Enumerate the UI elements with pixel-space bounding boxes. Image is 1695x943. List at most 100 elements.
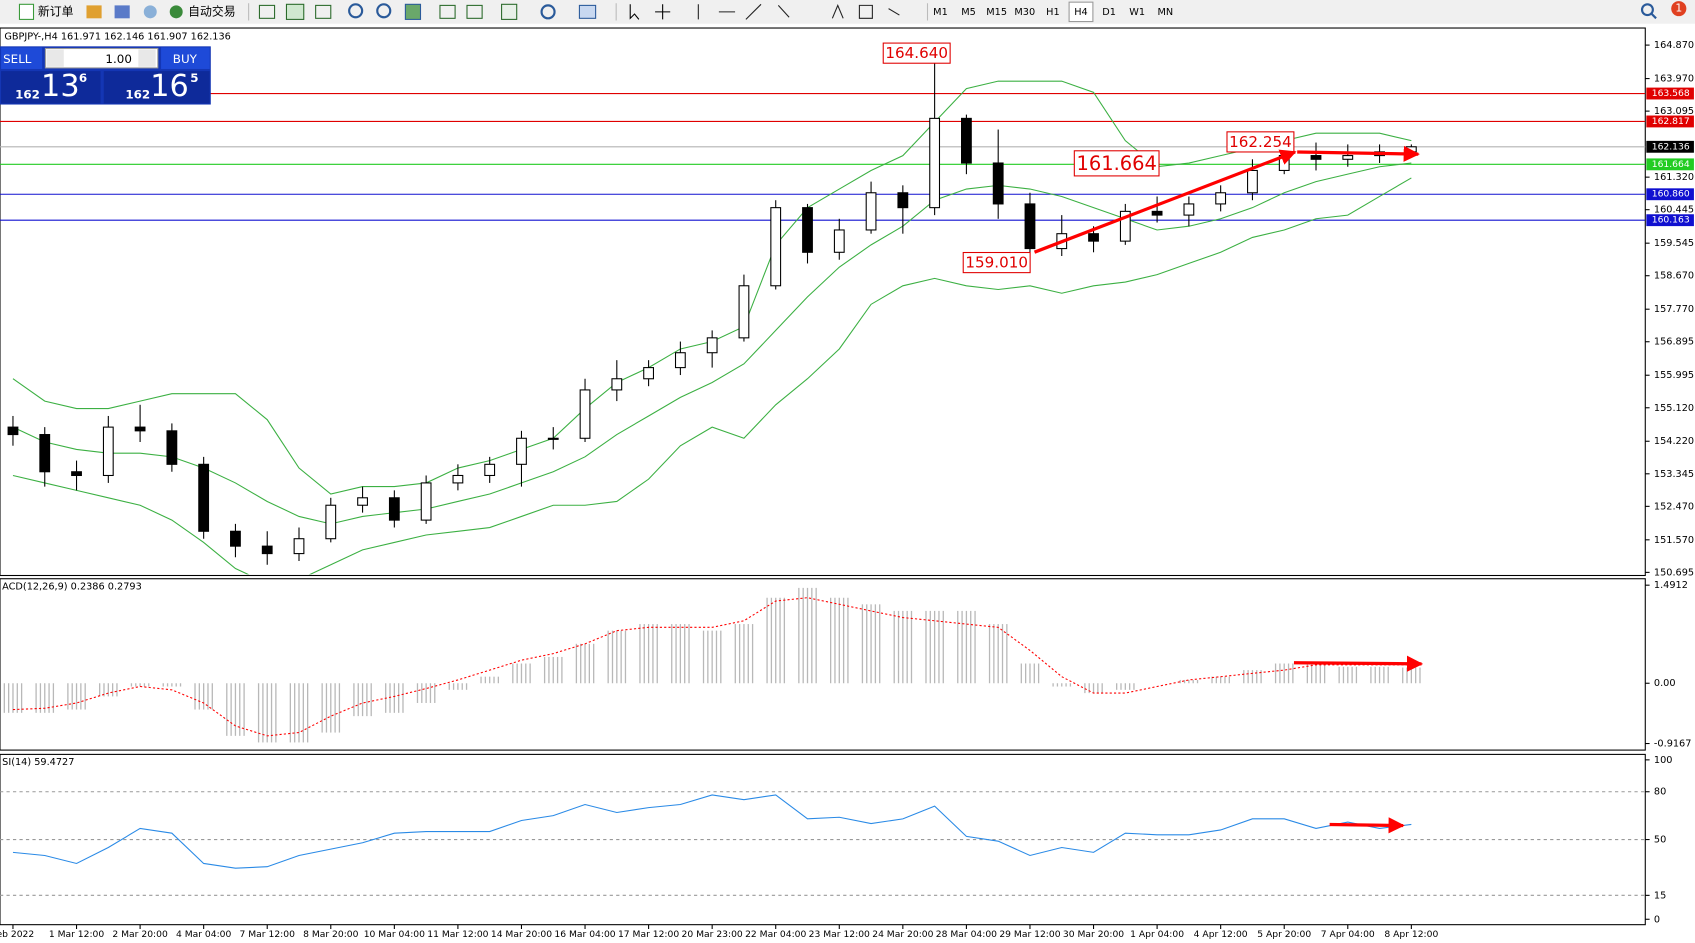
candle-body [1151,210,1163,216]
price-plot [0,53,1646,575]
x-tick-label: 4 Mar 04:00 [176,929,232,940]
timeframe-button[interactable]: M5 [961,7,976,18]
toolbar-icon[interactable] [114,5,130,19]
price-level-tag [1646,115,1694,128]
auto-trading-button[interactable]: 自动交易 [188,4,236,18]
x-tick-label: 20 Mar 23:00 [682,929,743,940]
toolbar-icon[interactable] [501,3,518,20]
timeframe-button[interactable]: D1 [1102,7,1116,18]
candle-body [770,207,782,287]
new-order-icon[interactable] [18,3,35,20]
cursor-icon[interactable] [629,4,640,20]
candle-body [802,207,813,253]
timeframe-button[interactable]: M1 [933,7,948,18]
alert-count: 1 [1675,2,1682,15]
drawing-tools[interactable] [697,3,900,20]
buy-label[interactable]: BUY [173,52,198,66]
timeframe-button[interactable]: H4 [1074,7,1088,18]
y-tick-label: 150.695 [1654,567,1694,578]
trend-arrow [1293,655,1424,672]
candle-body [71,471,82,477]
toolbar-icon[interactable] [404,3,422,20]
candle-body [961,117,972,164]
toolbar-icon[interactable] [540,4,556,20]
crosshair-icon[interactable] [655,4,671,20]
toolbar-icon[interactable] [466,4,483,19]
x-tick-label: 30 Mar 20:00 [1063,929,1124,940]
ask-box[interactable] [103,71,210,104]
x-tick-label: 1 Mar 12:00 [49,929,105,940]
rsi-title: SI(14) 59.4727 [2,757,74,768]
candle-body [1215,192,1227,205]
sell-label[interactable]: SELL [3,52,32,66]
buy-button[interactable] [161,47,210,69]
toolbar-bg [0,0,1695,24]
annotation-box [962,251,1031,274]
alert-badge[interactable] [1671,1,1687,17]
x-tick-label: 14 Mar 20:00 [491,929,552,940]
y-tick-label: 158.670 [1654,271,1694,282]
y-tick-label: 15 [1654,890,1666,901]
x-tick-label: 5 Apr 20:00 [1257,929,1311,940]
price-level-label: 163.568 [1652,88,1690,99]
timeframe-button[interactable]: W1 [1129,7,1145,18]
y-tick-label: 0 [1654,914,1660,925]
price-level-label: 160.163 [1652,215,1690,226]
toolbar-icon[interactable] [143,5,157,19]
y-tick-label: 154.220 [1654,436,1694,447]
candle-body [452,474,464,484]
auto-trading-icon[interactable] [169,5,183,19]
bid-big-figure: 162 [15,87,40,101]
timeframe-bar: M1 M5 M15 M30 H1 H4 D1 W1 MN [933,1,1173,23]
lot-down[interactable] [46,49,64,67]
timeframe-button[interactable]: H1 [1046,7,1060,18]
candle-body [261,545,273,555]
price-annotation: 164.640 [885,44,948,62]
candle-body [1024,203,1036,250]
x-tick-label: 8 Apr 12:00 [1384,929,1438,940]
lot-input[interactable] [44,47,159,69]
price-annotation: 161.664 [1076,152,1156,175]
candle-body [1183,203,1195,216]
x-tick-label: 10 Mar 04:00 [364,929,425,940]
toolbar-icon[interactable] [439,4,456,19]
bid-box[interactable] [1,71,101,104]
lot-up[interactable] [138,49,156,67]
candle-body [198,463,210,532]
zoom-in-icon[interactable] [348,3,364,19]
candle-body [706,337,718,354]
candle-body [325,504,337,540]
toolbar-icon[interactable] [578,4,597,19]
price-annotation: 162.254 [1229,133,1292,151]
x-tick-label: 7 Apr 04:00 [1321,929,1375,940]
timeframe-button[interactable]: M30 [1014,7,1035,18]
toolbar-icon[interactable] [86,5,102,19]
search-icon[interactable] [1640,3,1654,17]
candle-body [39,434,51,473]
candle-body [674,352,686,369]
timeframe-button[interactable]: MN [1157,7,1173,18]
lot-value[interactable]: 1.00 [105,52,131,66]
trend-arrow [1297,145,1420,162]
y-tick-label: 156.895 [1654,337,1694,348]
zoom-out-icon[interactable] [376,3,392,19]
y-tick-label: 1.4912 [1654,580,1688,591]
y-tick-label: 164.870 [1654,40,1694,51]
candle-body [1247,169,1258,194]
timeframe-button[interactable]: M15 [986,7,1007,18]
toolbar-icon[interactable] [258,4,276,19]
annotation-box [1073,150,1160,177]
toolbar: 新订单 自动交易 M1 M5 M15 M30 H1 H4 D1 W1 MN 1 [0,0,1695,24]
candle-body [992,162,1004,205]
new-order-button[interactable]: 新订单 [38,4,74,18]
toolbar-icon[interactable] [285,3,305,20]
sell-button[interactable] [1,47,43,69]
y-tick-label: 157.770 [1654,304,1694,315]
bid-pips: 13 [41,69,80,104]
x-tick-label: 22 Mar 04:00 [745,929,806,940]
ask-big-figure: 162 [125,87,150,101]
toolbar-icon[interactable] [315,4,332,19]
price-level-label: 161.664 [1652,159,1690,170]
price-annotation: 159.010 [965,254,1028,272]
